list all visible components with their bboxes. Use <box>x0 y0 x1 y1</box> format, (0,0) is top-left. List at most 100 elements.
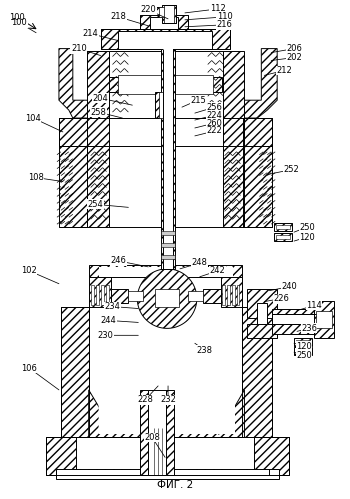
Text: 240: 240 <box>281 282 297 291</box>
Polygon shape <box>59 48 277 118</box>
Text: 230: 230 <box>98 331 113 340</box>
Bar <box>294 338 312 346</box>
Bar <box>150 17 178 29</box>
Bar <box>244 146 272 227</box>
Bar <box>56 469 279 479</box>
Bar <box>163 48 173 269</box>
Bar <box>232 285 235 304</box>
Text: 234: 234 <box>105 302 120 311</box>
Text: 242: 242 <box>210 266 225 275</box>
Bar <box>272 314 320 324</box>
Text: 252: 252 <box>283 165 299 174</box>
Text: 248: 248 <box>192 258 208 267</box>
Bar <box>161 231 175 235</box>
Text: 204: 204 <box>93 94 108 103</box>
Bar <box>128 291 143 300</box>
Bar <box>148 390 166 475</box>
Bar <box>276 225 290 229</box>
Bar <box>220 277 243 306</box>
Bar <box>164 5 174 23</box>
Text: 110: 110 <box>217 12 232 21</box>
Bar <box>87 118 108 146</box>
Text: ФИГ. 2: ФИГ. 2 <box>157 480 193 490</box>
Bar <box>118 75 213 94</box>
Text: 210: 210 <box>71 44 87 53</box>
Text: 218: 218 <box>111 12 126 21</box>
Bar <box>188 291 203 300</box>
Text: 100: 100 <box>11 18 27 27</box>
Bar <box>155 7 173 15</box>
Bar <box>89 265 243 277</box>
Bar <box>162 5 176 23</box>
Text: 238: 238 <box>197 346 213 355</box>
Bar <box>59 118 87 146</box>
Bar <box>222 285 225 304</box>
Bar <box>111 289 128 302</box>
Text: 206: 206 <box>286 44 302 53</box>
Bar <box>237 285 239 304</box>
Text: 222: 222 <box>207 126 223 135</box>
Bar <box>226 285 230 304</box>
Bar <box>59 146 87 227</box>
Bar <box>106 285 108 304</box>
Bar <box>247 289 277 318</box>
Text: 102: 102 <box>21 266 37 275</box>
Bar <box>61 306 89 438</box>
Text: 246: 246 <box>111 256 126 265</box>
Bar <box>76 438 254 469</box>
Text: 260: 260 <box>207 118 223 128</box>
Bar <box>223 146 244 227</box>
Bar <box>99 267 232 277</box>
Text: 208: 208 <box>144 433 160 442</box>
Bar <box>314 300 334 338</box>
Text: 215: 215 <box>190 96 206 105</box>
Text: 104: 104 <box>25 114 41 123</box>
Bar <box>316 310 332 328</box>
Bar <box>140 15 188 29</box>
Text: 106: 106 <box>21 364 37 373</box>
Bar <box>272 308 320 318</box>
Text: 202: 202 <box>286 53 302 62</box>
Text: 114: 114 <box>306 301 322 310</box>
Bar <box>89 277 111 306</box>
Bar <box>257 302 267 324</box>
Bar <box>167 77 222 92</box>
Bar <box>296 349 310 353</box>
Bar <box>100 29 230 48</box>
Bar <box>161 255 175 259</box>
Text: 212: 212 <box>276 66 292 75</box>
Bar <box>108 77 163 92</box>
Bar <box>108 50 223 118</box>
Bar <box>244 118 272 146</box>
Text: 236: 236 <box>301 324 317 333</box>
Text: 250: 250 <box>299 223 315 232</box>
Bar <box>155 92 175 118</box>
Bar <box>223 118 244 146</box>
Bar <box>159 92 171 118</box>
Text: 244: 244 <box>101 316 117 325</box>
Bar <box>159 7 169 17</box>
Text: 220: 220 <box>140 5 156 14</box>
Polygon shape <box>99 387 234 434</box>
Bar <box>87 50 108 118</box>
Text: 120: 120 <box>296 342 312 351</box>
Text: 228: 228 <box>137 395 153 404</box>
Bar <box>161 48 175 269</box>
Bar <box>294 347 312 355</box>
Bar <box>99 390 234 434</box>
Bar <box>140 390 148 475</box>
Bar <box>274 223 292 231</box>
Bar <box>46 438 289 475</box>
Bar <box>87 146 108 227</box>
Text: 256: 256 <box>207 103 223 112</box>
Polygon shape <box>137 269 197 328</box>
Polygon shape <box>89 390 244 438</box>
Bar <box>155 289 179 306</box>
Bar <box>276 235 290 239</box>
Text: 216: 216 <box>217 20 232 29</box>
Bar <box>118 31 212 48</box>
Text: 214: 214 <box>83 29 99 38</box>
Bar <box>96 285 99 304</box>
Bar <box>203 289 220 302</box>
Bar <box>166 390 174 475</box>
